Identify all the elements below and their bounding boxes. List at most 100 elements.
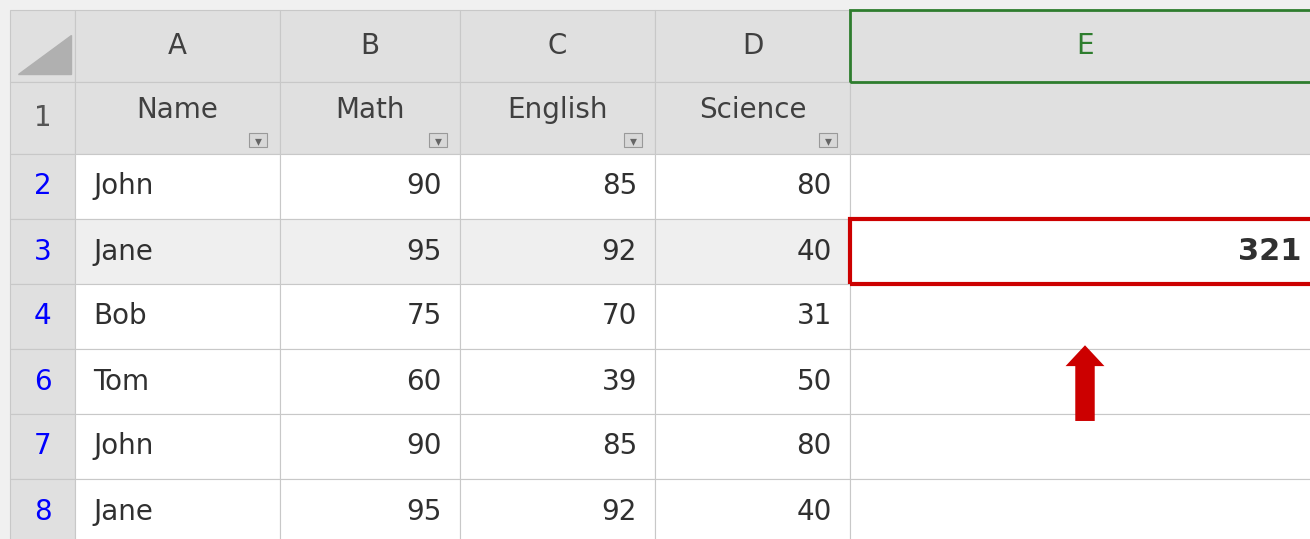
Text: 50: 50 — [796, 368, 832, 396]
Text: 321: 321 — [1238, 237, 1302, 266]
Bar — [280, 82, 460, 154]
Bar — [819, 133, 837, 147]
Text: John: John — [93, 172, 153, 201]
Bar — [75, 349, 280, 414]
Bar — [75, 479, 280, 539]
Text: 31: 31 — [796, 302, 832, 330]
Text: 90: 90 — [406, 432, 441, 460]
Text: D: D — [741, 32, 764, 60]
Text: Science: Science — [698, 96, 806, 124]
Bar — [10, 349, 75, 414]
Text: C: C — [548, 32, 567, 60]
Bar — [460, 479, 655, 539]
Bar — [10, 479, 75, 539]
Bar — [655, 154, 850, 219]
Bar — [10, 414, 75, 479]
Bar — [280, 479, 460, 539]
Bar — [75, 10, 280, 82]
Text: John: John — [93, 432, 153, 460]
Bar — [10, 284, 75, 349]
Bar — [850, 82, 1310, 154]
Text: 7: 7 — [34, 432, 51, 460]
Bar — [428, 133, 447, 147]
Bar — [10, 10, 75, 82]
Bar — [655, 10, 850, 82]
Bar — [850, 414, 1310, 479]
Bar — [624, 133, 642, 147]
Text: 40: 40 — [796, 238, 832, 266]
Bar — [280, 10, 460, 82]
Bar — [460, 10, 655, 82]
Bar — [75, 219, 280, 284]
Bar — [460, 284, 655, 349]
Text: 80: 80 — [796, 432, 832, 460]
Bar — [850, 479, 1310, 539]
Bar — [850, 219, 1310, 284]
Text: ▾: ▾ — [630, 134, 637, 148]
Bar — [850, 10, 1310, 82]
Bar — [280, 219, 460, 284]
Text: English: English — [507, 96, 608, 124]
Bar — [655, 414, 850, 479]
Text: 92: 92 — [601, 238, 637, 266]
Bar — [10, 219, 75, 284]
Text: 2: 2 — [34, 172, 51, 201]
Text: 70: 70 — [601, 302, 637, 330]
Bar — [10, 82, 75, 154]
Bar — [280, 414, 460, 479]
Text: 40: 40 — [796, 497, 832, 526]
Bar — [460, 82, 655, 154]
Bar — [280, 284, 460, 349]
Text: E: E — [1077, 32, 1094, 60]
Bar — [850, 219, 1310, 284]
Text: Jane: Jane — [93, 238, 153, 266]
Bar — [75, 82, 280, 154]
Text: ▾: ▾ — [254, 134, 262, 148]
Text: 39: 39 — [601, 368, 637, 396]
Text: ▾: ▾ — [435, 134, 441, 148]
Bar — [850, 154, 1310, 219]
Bar — [655, 284, 850, 349]
Text: 80: 80 — [796, 172, 832, 201]
Text: 6: 6 — [34, 368, 51, 396]
Text: 85: 85 — [601, 432, 637, 460]
Text: 75: 75 — [406, 302, 441, 330]
Text: 92: 92 — [601, 497, 637, 526]
Text: 85: 85 — [601, 172, 637, 201]
Text: 3: 3 — [34, 238, 51, 266]
Bar — [655, 219, 850, 284]
Text: A: A — [168, 32, 187, 60]
Bar — [655, 82, 850, 154]
Bar — [850, 349, 1310, 414]
Polygon shape — [18, 35, 71, 74]
Bar — [10, 154, 75, 219]
Bar — [460, 349, 655, 414]
Bar — [75, 154, 280, 219]
Text: 95: 95 — [406, 238, 441, 266]
Text: 90: 90 — [406, 172, 441, 201]
Bar — [850, 284, 1310, 349]
Text: 60: 60 — [406, 368, 441, 396]
Text: Tom: Tom — [93, 368, 149, 396]
Bar — [460, 414, 655, 479]
Bar — [655, 349, 850, 414]
Text: 4: 4 — [34, 302, 51, 330]
Bar — [460, 154, 655, 219]
Text: Jane: Jane — [93, 497, 153, 526]
Bar — [75, 414, 280, 479]
Text: Math: Math — [335, 96, 405, 124]
Text: B: B — [360, 32, 380, 60]
Bar — [655, 479, 850, 539]
Text: 8: 8 — [34, 497, 51, 526]
Bar — [249, 133, 267, 147]
Text: 1: 1 — [34, 104, 51, 132]
Bar — [460, 219, 655, 284]
Bar — [280, 349, 460, 414]
Text: Bob: Bob — [93, 302, 147, 330]
Bar — [75, 284, 280, 349]
Text: 95: 95 — [406, 497, 441, 526]
Text: Name: Name — [136, 96, 219, 124]
Text: ▾: ▾ — [824, 134, 832, 148]
Bar — [280, 154, 460, 219]
Bar — [850, 10, 1310, 82]
